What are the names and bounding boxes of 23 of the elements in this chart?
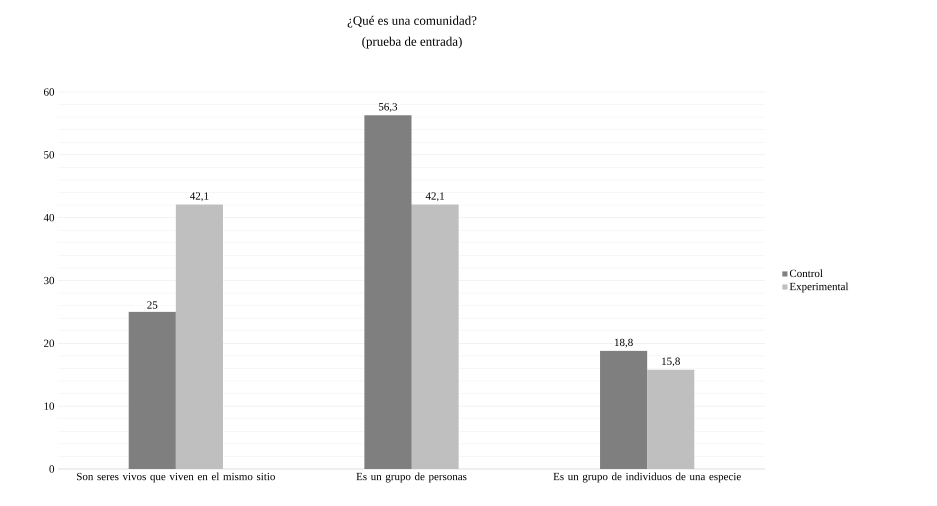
x-tick-label: Son seres vivos que viven en el mismo sitio [77,472,275,482]
y-tick-label: 30 [44,276,54,284]
data-label: 56,3 [378,103,398,112]
y-tick-label: 60 [44,88,54,96]
data-label: 42,1 [426,192,444,202]
data-label: 18,8 [614,338,633,348]
y-tick-label: 10 [44,402,54,410]
chart-title: ¿Qué es una comunidad? [348,16,476,28]
bar [128,312,176,469]
x-tick-label: Es un grupo de personas [356,472,466,482]
legend-label: Control [790,269,823,278]
data-label: 42,1 [190,192,208,202]
data-label: 15,8 [662,358,680,367]
y-tick-label: 0 [49,465,54,473]
data-label: 25 [147,301,158,309]
y-tick-label: 20 [44,340,54,348]
y-tick-label: 40 [44,214,54,222]
bar [600,350,648,469]
chart-subtitle: (prueba de entrada) [362,36,462,48]
legend-label: Experimental [790,282,848,292]
y-tick-label: 50 [44,151,54,159]
x-tick-label: Es un grupo de individuos de una especie [553,472,741,482]
bar [364,115,412,469]
